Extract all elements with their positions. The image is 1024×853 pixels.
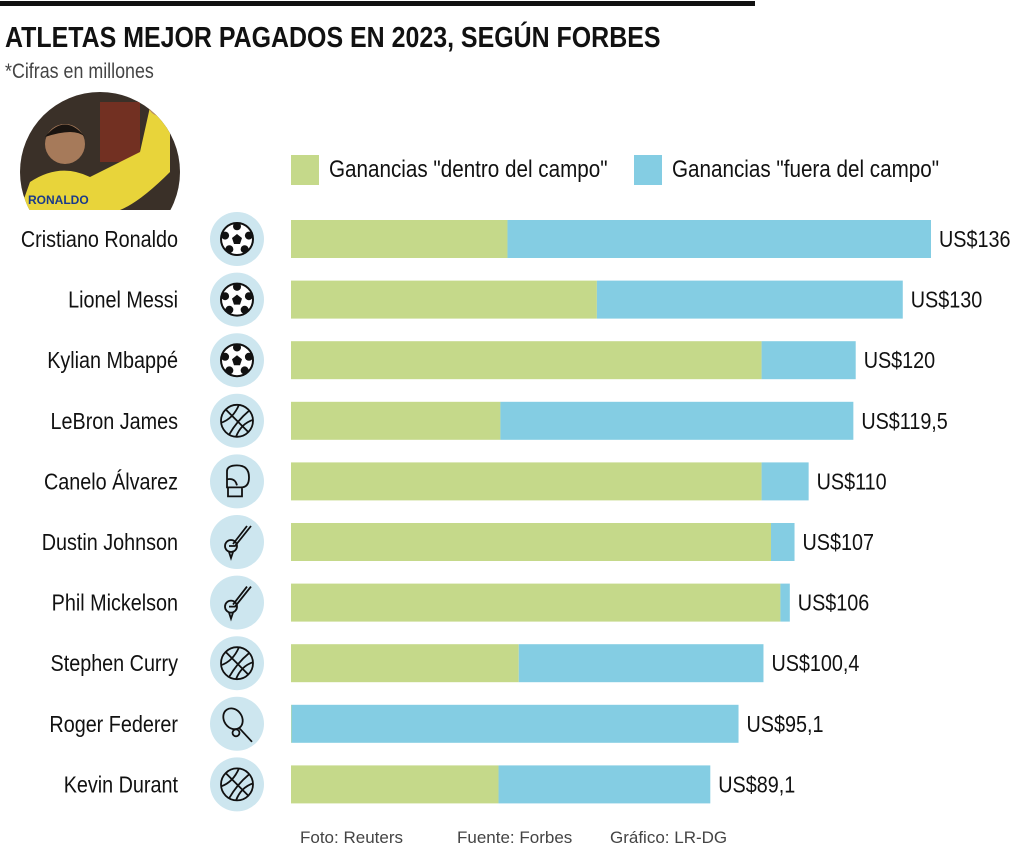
category-label: Roger Federer xyxy=(49,711,178,737)
legend-label-off-field: Ganancias "fuera del campo" xyxy=(672,156,940,183)
chart-row: Cristiano Ronaldo US$136 xyxy=(21,212,1010,266)
athlete-photo: RONALDO xyxy=(20,92,180,210)
bar-off-field xyxy=(518,644,764,683)
category-label: Phil Mickelson xyxy=(52,590,178,616)
category-label: Canelo Álvarez xyxy=(44,468,178,495)
category-label: LeBron James xyxy=(51,408,178,434)
bar-off-field xyxy=(291,704,739,743)
golf-icon xyxy=(210,515,264,569)
footer-graphic-credit: Gráfico: LR-DG xyxy=(610,828,728,847)
boxing-glove-icon xyxy=(210,454,264,509)
chart-row: LeBron James US$119,5 xyxy=(51,393,948,448)
category-label: Kevin Durant xyxy=(64,772,178,798)
bar-off-field xyxy=(596,280,903,319)
footer-source: Fuente: Forbes xyxy=(457,828,573,847)
legend-item-on-field: Ganancias "dentro del campo" xyxy=(291,155,653,185)
soccer-ball-icon xyxy=(210,212,264,266)
chart-row: Kevin Durant US$89,1 xyxy=(64,757,795,812)
legend-label-on-field: Ganancias "dentro del campo" xyxy=(329,156,608,183)
basketball-icon xyxy=(210,393,264,448)
bar-off-field xyxy=(507,220,931,258)
soccer-ball-icon xyxy=(210,272,264,327)
jersey-lettering: RONALDO xyxy=(28,193,89,207)
total-label: US$130 xyxy=(911,287,983,313)
chart-title: ATLETAS MEJOR PAGADOS EN 2023, SEGÚN FOR… xyxy=(5,22,661,54)
category-label: Cristiano Ronaldo xyxy=(21,227,178,253)
bar-on-field xyxy=(291,462,762,501)
total-label: US$110 xyxy=(817,469,887,495)
bar-on-field xyxy=(291,523,771,561)
bar-off-field xyxy=(498,765,711,804)
total-label: US$100,4 xyxy=(771,651,859,677)
chart-row: Phil Mickelson US$106 xyxy=(52,575,869,630)
bar-off-field xyxy=(500,401,854,440)
total-label: US$106 xyxy=(798,590,869,616)
total-label: US$95,1 xyxy=(747,711,824,737)
legend-swatch-on-field xyxy=(291,155,319,185)
bar-on-field xyxy=(291,401,501,440)
basketball-icon xyxy=(210,757,264,812)
total-label: US$136 xyxy=(939,227,1010,253)
bar-off-field xyxy=(780,583,790,622)
total-label: US$119,5 xyxy=(861,408,948,434)
chart-row: Lionel Messi US$130 xyxy=(68,272,983,327)
basketball-icon xyxy=(210,636,264,691)
bar-off-field xyxy=(771,523,795,561)
bar-off-field xyxy=(761,462,809,501)
bar-on-field xyxy=(291,765,499,804)
bar-on-field xyxy=(291,644,519,683)
legend-swatch-off-field xyxy=(634,155,662,185)
golf-icon xyxy=(210,575,264,630)
total-label: US$120 xyxy=(864,348,936,374)
top-rule xyxy=(0,1,755,6)
chart-row: Dustin Johnson US$107 xyxy=(42,515,874,569)
category-label: Stephen Curry xyxy=(51,651,179,677)
bar-on-field xyxy=(291,280,597,319)
tennis-icon xyxy=(210,696,264,751)
soccer-ball-icon xyxy=(210,333,264,388)
legend-item-off-field: Ganancias "fuera del campo" xyxy=(634,155,983,185)
chart-row: Roger Federer US$95,1 xyxy=(49,696,824,751)
chart-subtitle: *Cifras en millones xyxy=(5,60,154,83)
chart-row: Stephen Curry US$100,4 xyxy=(51,636,859,691)
bar-on-field xyxy=(291,220,508,258)
footer-photo-credit: Foto: Reuters xyxy=(300,828,403,847)
category-label: Lionel Messi xyxy=(68,287,178,313)
bar-on-field xyxy=(291,583,781,622)
total-label: US$89,1 xyxy=(718,772,795,798)
bar-on-field xyxy=(291,341,762,380)
category-label: Dustin Johnson xyxy=(42,530,178,556)
bar-off-field xyxy=(761,341,856,380)
category-label: Kylian Mbappé xyxy=(47,348,178,374)
chart-row: Kylian Mbappé US$120 xyxy=(47,333,936,388)
chart-row: Canelo Álvarez US$110 xyxy=(44,454,887,509)
total-label: US$107 xyxy=(803,530,874,556)
